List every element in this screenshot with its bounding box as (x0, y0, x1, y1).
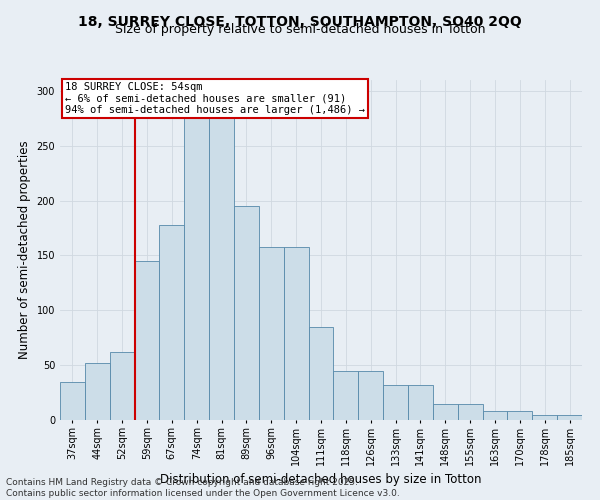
Bar (532, 414, 557, 420)
Bar (110, 352, 134, 420)
Bar (433, 404, 458, 420)
Bar (334, 370, 358, 420)
Y-axis label: Number of semi-detached properties: Number of semi-detached properties (18, 140, 31, 360)
Bar (184, 110, 209, 420)
Bar (160, 225, 184, 420)
Bar (284, 246, 308, 420)
Bar (85, 363, 110, 420)
X-axis label: Distribution of semi-detached houses by size in Totton: Distribution of semi-detached houses by … (160, 474, 482, 486)
Bar (458, 404, 482, 420)
Bar (134, 261, 160, 420)
Bar (383, 385, 408, 420)
Text: Contains HM Land Registry data © Crown copyright and database right 2025.
Contai: Contains HM Land Registry data © Crown c… (6, 478, 400, 498)
Bar (308, 327, 334, 420)
Text: 18, SURREY CLOSE, TOTTON, SOUTHAMPTON, SO40 2QQ: 18, SURREY CLOSE, TOTTON, SOUTHAMPTON, S… (78, 15, 522, 29)
Bar (482, 411, 508, 420)
Bar (358, 370, 383, 420)
Bar (60, 382, 85, 420)
Bar (508, 411, 532, 420)
Bar (209, 116, 234, 420)
Text: 18 SURREY CLOSE: 54sqm
← 6% of semi-detached houses are smaller (91)
94% of semi: 18 SURREY CLOSE: 54sqm ← 6% of semi-deta… (65, 82, 365, 115)
Bar (259, 246, 284, 420)
Bar (234, 206, 259, 420)
Text: Size of property relative to semi-detached houses in Totton: Size of property relative to semi-detach… (115, 22, 485, 36)
Bar (557, 414, 582, 420)
Bar (408, 385, 433, 420)
